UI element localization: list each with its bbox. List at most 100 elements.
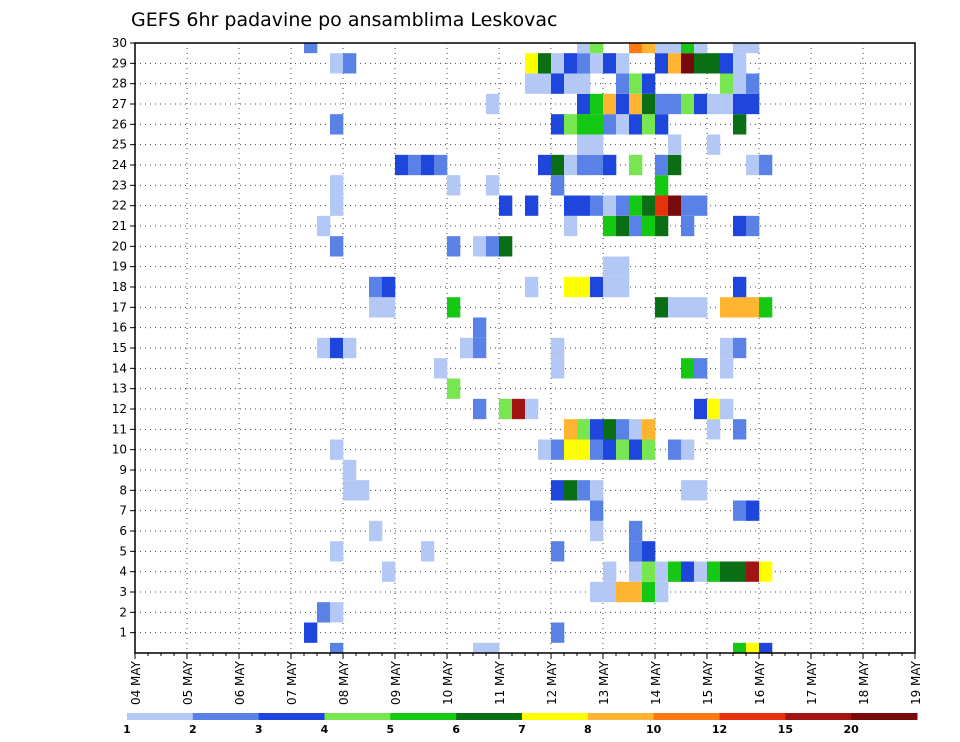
heatmap-cell — [746, 154, 760, 176]
heatmap-cell — [577, 480, 591, 501]
heatmap-cell — [681, 358, 695, 379]
heatmap-cell — [694, 93, 708, 115]
heatmap-cell — [408, 154, 422, 176]
legend-swatch — [127, 713, 194, 720]
heatmap-cell — [564, 195, 578, 216]
heatmap-cell — [603, 439, 617, 460]
heatmap-cell — [642, 215, 656, 237]
heatmap-cell — [707, 93, 721, 115]
heatmap-cell — [616, 419, 630, 440]
heatmap-cell — [655, 175, 669, 196]
legend-swatch — [390, 713, 457, 720]
heatmap-cell — [642, 419, 656, 440]
heatmap-cell — [746, 73, 760, 94]
heatmap-cell — [551, 53, 565, 74]
heatmap-cell — [564, 480, 578, 501]
heatmap-cell — [655, 53, 669, 74]
heatmap-cell — [746, 93, 760, 115]
heatmap-cell — [577, 154, 591, 176]
y-tick-label: 4 — [119, 565, 127, 579]
heatmap-cell — [616, 256, 630, 277]
y-tick-label: 10 — [112, 443, 127, 457]
heatmap-cell — [551, 622, 565, 643]
heatmap-cell — [733, 276, 747, 298]
heatmap-cell — [616, 53, 630, 74]
heatmap-cell — [551, 541, 565, 562]
heatmap-cell — [603, 215, 617, 237]
heatmap-cell — [668, 93, 682, 115]
heatmap-cell — [551, 480, 565, 501]
heatmap-cell — [681, 195, 695, 216]
heatmap-cell — [759, 297, 773, 318]
heatmap-cell — [343, 337, 357, 359]
heatmap-cell — [733, 43, 747, 54]
heatmap-cell — [681, 215, 695, 237]
heatmap-cell — [486, 93, 500, 115]
heatmap-cell — [330, 602, 344, 623]
y-tick-label: 8 — [119, 483, 127, 497]
heatmap-cell — [681, 297, 695, 318]
heatmap-cell — [330, 236, 344, 257]
heatmap-cell — [486, 642, 500, 653]
legend-swatch — [785, 713, 852, 720]
legend-swatch — [192, 713, 260, 720]
heatmap-cell — [577, 195, 591, 216]
x-tick-label: 17 MAY — [805, 660, 819, 705]
heatmap-cell — [577, 73, 591, 94]
heatmap-cell — [733, 561, 747, 582]
legend-swatch — [719, 713, 786, 720]
heatmap-cell — [577, 276, 591, 298]
heatmap-cell — [525, 195, 539, 216]
heatmap-cell — [603, 114, 617, 135]
heatmap-cell — [668, 297, 682, 318]
heatmap-cell — [577, 439, 591, 460]
heatmap-cell — [746, 297, 760, 318]
heatmap-cell — [681, 93, 695, 115]
heatmap-cell — [720, 398, 734, 420]
heatmap-cell — [707, 398, 721, 420]
heatmap-cell — [720, 93, 734, 115]
heatmap-cell — [590, 195, 604, 216]
y-tick-label: 13 — [112, 382, 127, 396]
heatmap-cell — [616, 73, 630, 94]
heatmap-cell — [733, 215, 747, 237]
grid — [135, 42, 915, 653]
heatmap-cell — [707, 419, 721, 440]
heatmap-cell — [603, 53, 617, 74]
x-tick-label: 15 MAY — [701, 660, 715, 705]
heatmap-cell — [720, 358, 734, 379]
heatmap-cell — [551, 358, 565, 379]
legend-label: 20 — [844, 723, 860, 736]
heatmap-cell — [733, 337, 747, 359]
x-tick-label: 19 MAY — [909, 660, 923, 705]
heatmap-cell — [629, 439, 643, 460]
heatmap-cell — [629, 114, 643, 135]
heatmap-cell — [642, 93, 656, 115]
heatmap-cell — [694, 195, 708, 216]
heatmap-cell — [369, 276, 383, 298]
heatmap-cell — [707, 134, 721, 155]
heatmap-cell — [564, 53, 578, 74]
heatmap-cell — [720, 297, 734, 318]
heatmap-cell — [746, 215, 760, 237]
heatmap-cell — [603, 154, 617, 176]
heatmap-cell — [590, 134, 604, 155]
heatmap-cell — [369, 520, 383, 542]
heatmap-cell — [733, 93, 747, 115]
heatmap-cell — [330, 642, 344, 653]
y-tick-label: 30 — [112, 36, 127, 50]
heatmap-cell — [473, 398, 487, 420]
heatmap-cell — [330, 53, 344, 74]
heatmap-cell — [603, 561, 617, 582]
legend-label: 7 — [518, 723, 526, 736]
heatmap-cell — [330, 439, 344, 460]
heatmap-cell — [525, 398, 539, 420]
heatmap-cell — [642, 195, 656, 216]
heatmap-cell — [603, 276, 617, 298]
x-tick-label: 05 MAY — [181, 660, 195, 705]
heatmap-cell — [681, 480, 695, 501]
legend-label: 1 — [123, 723, 131, 736]
heatmap-cell — [343, 480, 357, 501]
heatmap-cell — [564, 419, 578, 440]
heatmap-cell — [590, 154, 604, 176]
